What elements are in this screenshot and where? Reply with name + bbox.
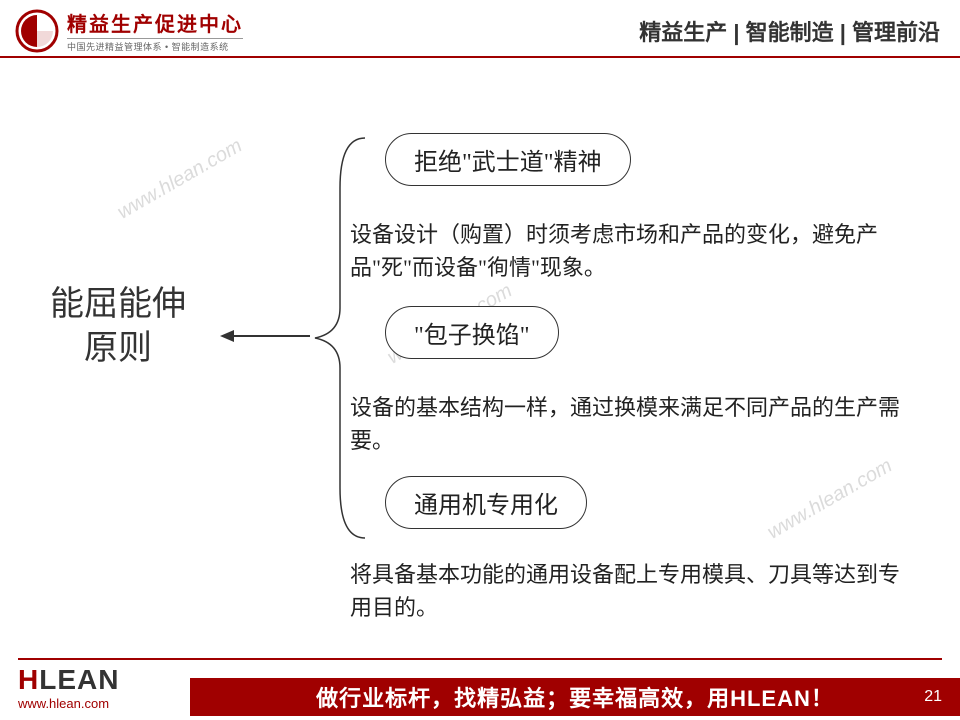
watermark: www.hlean.com <box>114 135 247 225</box>
logo-title: 精益生产促进中心 中国先进精益管理体系 • 智能制造系统 <box>67 8 243 53</box>
logo-sub-text: 中国先进精益管理体系 • 智能制造系统 <box>67 40 243 53</box>
logo-block: 精益生产促进中心 中国先进精益管理体系 • 智能制造系统 <box>15 8 243 53</box>
pill-2: 通用机专用化 <box>385 476 587 529</box>
footer-page-number: 21 <box>924 688 942 706</box>
diagram-main-title: 能屈能伸 原则 <box>50 283 186 371</box>
logo-icon <box>15 9 59 53</box>
pill-1: "包子换馅" <box>385 306 559 359</box>
footer-url: www.hlean.com <box>18 696 119 711</box>
footer-rule <box>18 658 942 660</box>
content-area: www.hlean.com www.hlean.com www.hlean.co… <box>0 58 960 658</box>
main-title-line2: 原则 <box>84 330 152 367</box>
bracket-icon <box>310 128 370 553</box>
pill-0: 拒绝"武士道"精神 <box>385 133 631 186</box>
footer-logo: HLEAN www.hlean.com <box>18 666 119 711</box>
main-title-line1: 能屈能伸 <box>50 286 186 323</box>
logo-main-text: 精益生产促进中心 <box>67 8 243 39</box>
hlean-logo-text: HLEAN <box>18 666 119 694</box>
watermark: www.hlean.com <box>764 455 897 545</box>
desc-0: 设备设计（购置）时须考虑市场和产品的变化，避免产品"死"而设备"徇情"现象。 <box>350 218 910 284</box>
desc-1: 设备的基本结构一样，通过换模来满足不同产品的生产需要。 <box>350 391 910 457</box>
arrow-left-icon <box>220 326 310 351</box>
header-right-text: 精益生产 | 智能制造 | 管理前沿 <box>639 15 940 47</box>
footer-slogan: 做行业标杆，找精弘益；要幸福高效，用HLEAN！ <box>316 681 834 713</box>
header: 精益生产促进中心 中国先进精益管理体系 • 智能制造系统 精益生产 | 智能制造… <box>0 0 960 58</box>
footer: HLEAN www.hlean.com 做行业标杆，找精弘益；要幸福高效，用HL… <box>0 658 960 720</box>
footer-bar: 做行业标杆，找精弘益；要幸福高效，用HLEAN！ 21 <box>190 678 960 716</box>
desc-2: 将具备基本功能的通用设备配上专用模具、刀具等达到专用目的。 <box>350 558 910 624</box>
